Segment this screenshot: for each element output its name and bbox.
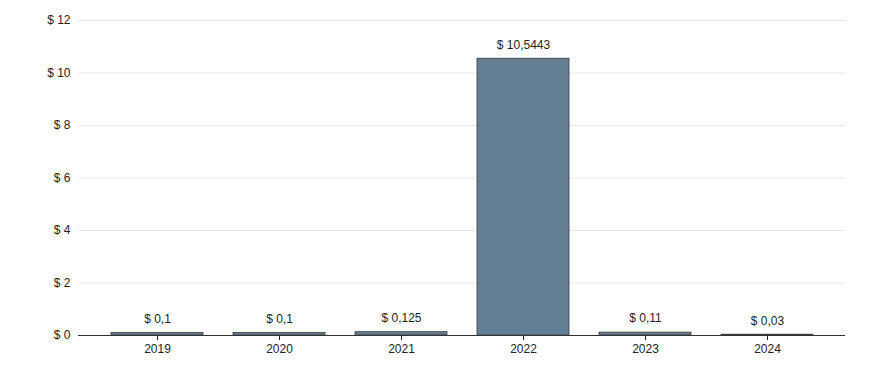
svg-text:$ 0,03: $ 0,03	[751, 314, 785, 328]
svg-text:2021: 2021	[388, 342, 415, 356]
svg-text:$ 0,11: $ 0,11	[629, 311, 662, 325]
svg-text:2019: 2019	[144, 342, 171, 356]
svg-text:2022: 2022	[510, 342, 537, 356]
svg-text:2024: 2024	[754, 342, 781, 356]
svg-text:$ 10,5443: $ 10,5443	[497, 38, 551, 52]
svg-text:$ 0,125: $ 0,125	[381, 311, 421, 325]
svg-text:$ 0,1: $ 0,1	[144, 312, 171, 326]
svg-text:$ 0: $ 0	[54, 328, 71, 342]
svg-text:$ 10: $ 10	[47, 66, 71, 80]
svg-text:2020: 2020	[266, 342, 293, 356]
svg-text:$ 8: $ 8	[54, 118, 71, 132]
svg-text:$ 12: $ 12	[47, 13, 71, 27]
svg-text:$ 4: $ 4	[54, 223, 71, 237]
svg-text:$ 6: $ 6	[54, 171, 71, 185]
svg-text:$ 2: $ 2	[54, 276, 71, 290]
svg-text:$ 0,1: $ 0,1	[266, 312, 293, 326]
html-text:(c) Trivano.com: (c) Trivano.com	[806, 1, 882, 13]
svg-text:2023: 2023	[632, 342, 659, 356]
